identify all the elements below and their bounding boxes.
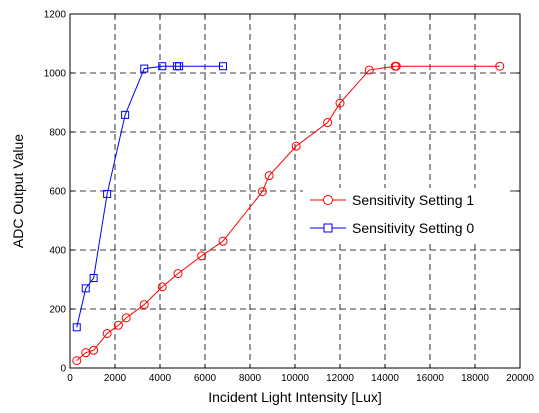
data-point	[173, 269, 183, 279]
legend: Sensitivity Setting 1 Sensitivity Settin…	[303, 188, 510, 243]
legend-entry-series-1: Sensitivity Setting 1	[310, 192, 474, 208]
axis-ticks	[69, 13, 521, 369]
data-point	[72, 323, 81, 332]
x-tick-label: 16000	[416, 373, 444, 384]
series-line	[76, 65, 223, 328]
grid	[70, 14, 520, 368]
x-axis-title: Incident Light Intensity [Lux]	[208, 389, 382, 405]
data-point	[291, 141, 301, 151]
y-tick-label: 400	[49, 246, 66, 257]
data-point	[140, 64, 149, 73]
data-point	[495, 61, 505, 71]
data-point	[391, 61, 401, 71]
data-point	[102, 328, 112, 338]
data-point	[257, 187, 267, 197]
data-point	[158, 62, 167, 71]
y-axis-title: ADC Output Value	[10, 134, 26, 248]
legend-entry-series-0: Sensitivity Setting 0	[310, 220, 474, 236]
data-point	[264, 171, 274, 181]
data-point	[81, 284, 90, 293]
x-tick-label: 12000	[326, 373, 354, 384]
legend-label-series-1: Sensitivity Setting 1	[352, 192, 474, 208]
series-line	[76, 65, 500, 362]
y-tick-label: 1200	[44, 10, 67, 21]
y-tick-label: 0	[60, 364, 66, 375]
legend-marker-series-0	[323, 223, 333, 233]
data-point	[89, 274, 98, 283]
data-point	[323, 118, 333, 128]
data-point	[89, 345, 99, 355]
x-tick-label: 14000	[371, 373, 399, 384]
x-tick-label: 18000	[461, 373, 489, 384]
data-point	[218, 236, 228, 246]
data-point	[81, 348, 91, 358]
x-tick-label: 4000	[149, 373, 172, 384]
x-tick-label: 20000	[506, 373, 534, 384]
x-tick-label: 0	[67, 373, 73, 384]
y-tick-label: 800	[49, 128, 66, 139]
data-point	[72, 356, 82, 366]
data-point	[121, 110, 130, 119]
x-tick-label: 6000	[194, 373, 217, 384]
x-tick-label: 8000	[239, 373, 262, 384]
x-tick-label: 10000	[281, 373, 309, 384]
series-0	[72, 62, 227, 332]
legend-marker-series-1	[323, 195, 333, 205]
data-point	[121, 313, 131, 323]
legend-label-series-0: Sensitivity Setting 0	[352, 220, 474, 236]
data-point	[219, 62, 227, 71]
x-tick-labels: 0 2000 4000 6000 8000 10000 12000 14000 16000 180…	[67, 373, 534, 384]
y-tick-labels: 0 200 400 600 800 1000 1200	[44, 10, 67, 375]
y-tick-label: 600	[49, 187, 66, 198]
data-point	[175, 62, 184, 71]
x-tick-label: 2000	[104, 373, 127, 384]
series-group	[72, 61, 505, 366]
data-point	[103, 189, 112, 198]
data-point	[335, 98, 345, 108]
data-point	[197, 251, 207, 261]
data-point	[364, 65, 374, 75]
data-point	[113, 320, 123, 330]
y-tick-label: 200	[49, 305, 66, 316]
y-tick-label: 1000	[44, 69, 67, 80]
series-1	[72, 61, 505, 366]
legend-background	[303, 188, 510, 243]
data-point	[157, 282, 167, 292]
data-point	[139, 300, 149, 310]
